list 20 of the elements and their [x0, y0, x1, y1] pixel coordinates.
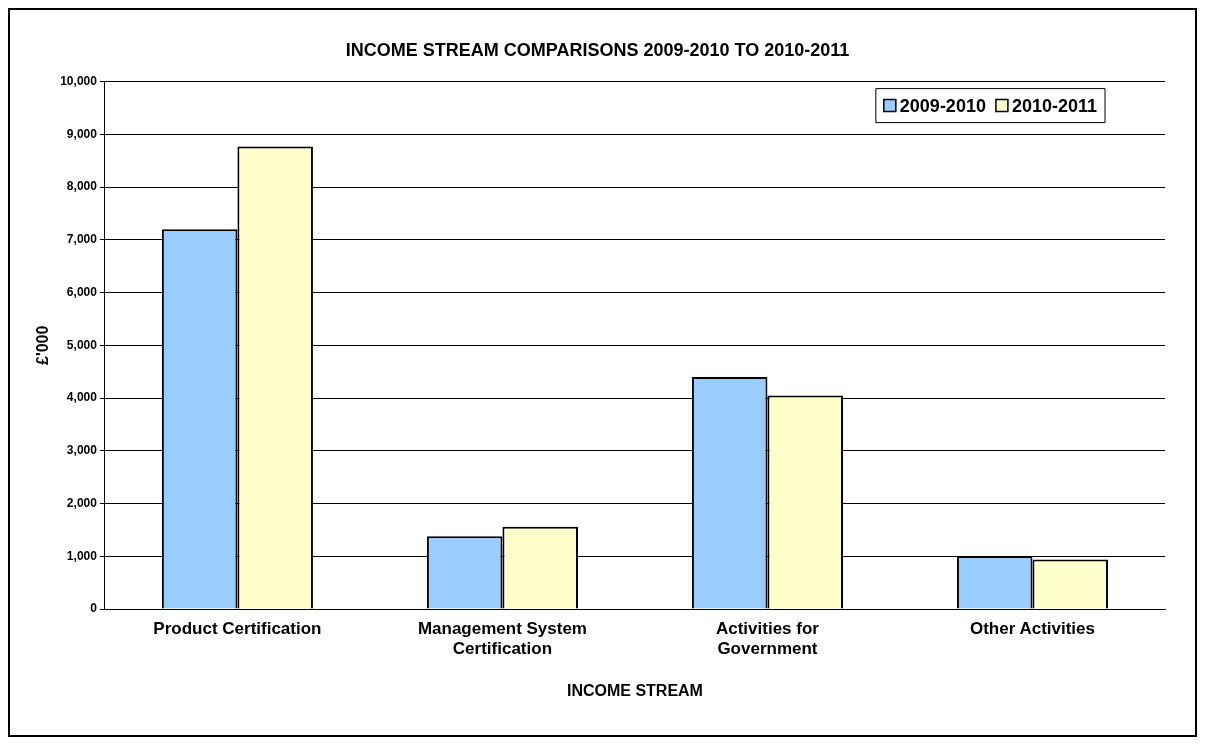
y-tick-label: 6,000 — [66, 284, 98, 299]
y-tick-label: 4,000 — [66, 390, 98, 405]
legend-label: 2010-2011 — [1011, 95, 1098, 116]
y-tick-label: 8,000 — [66, 179, 98, 194]
y-tick-label: 9,000 — [66, 126, 98, 141]
y-axis-title: £'000 — [34, 325, 52, 365]
y-tick-label: 10,000 — [60, 73, 98, 88]
x-axis-title: INCOME STREAM — [566, 681, 703, 699]
x-tick-label: Other Activities — [969, 618, 1095, 638]
x-tick-label: Management System Certification — [417, 618, 587, 659]
y-tick-label: 2,000 — [66, 495, 98, 510]
y-tick-label: 7,000 — [66, 232, 98, 247]
x-tick-label: Product Certification — [153, 618, 322, 638]
y-tick-label: 3,000 — [66, 443, 98, 458]
chart-title: INCOME STREAM COMPARISONS 2009-2010 TO 2010-2011 — [345, 39, 850, 60]
y-tick-label: 1,000 — [66, 548, 98, 563]
y-tick-label: 5,000 — [66, 337, 98, 352]
legend-label: 2009-2010 — [899, 95, 986, 116]
x-tick-label: Activities for Government — [715, 618, 820, 659]
y-tick-label: 0 — [90, 601, 98, 616]
